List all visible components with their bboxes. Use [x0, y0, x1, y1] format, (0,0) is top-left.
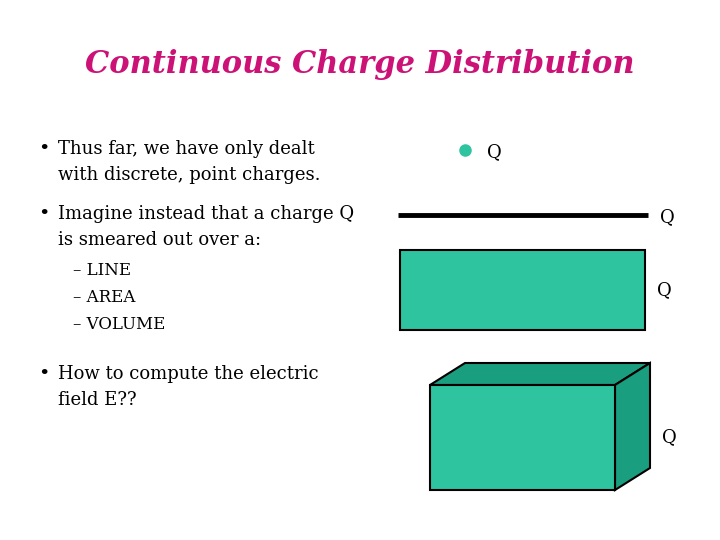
Text: Q: Q — [657, 281, 672, 299]
Text: with discrete, point charges.: with discrete, point charges. — [58, 166, 320, 184]
Text: •: • — [38, 205, 50, 223]
Polygon shape — [430, 363, 650, 385]
Text: How to compute the electric: How to compute the electric — [58, 365, 319, 383]
Text: is smeared out over a:: is smeared out over a: — [58, 231, 261, 249]
Text: Q: Q — [487, 143, 502, 161]
Text: – AREA: – AREA — [73, 289, 135, 306]
Text: field E??: field E?? — [58, 391, 137, 409]
Text: Q: Q — [662, 429, 677, 447]
Text: •: • — [38, 140, 50, 158]
Polygon shape — [615, 363, 650, 490]
Text: •: • — [38, 365, 50, 383]
Text: – LINE: – LINE — [73, 262, 131, 279]
Bar — [400, 250, 645, 330]
Text: Q: Q — [660, 208, 675, 226]
Text: – VOLUME: – VOLUME — [73, 316, 166, 333]
Text: Continuous Charge Distribution: Continuous Charge Distribution — [85, 50, 635, 80]
Bar — [430, 385, 615, 490]
Text: Thus far, we have only dealt: Thus far, we have only dealt — [58, 140, 315, 158]
Text: Imagine instead that a charge Q: Imagine instead that a charge Q — [58, 205, 354, 223]
